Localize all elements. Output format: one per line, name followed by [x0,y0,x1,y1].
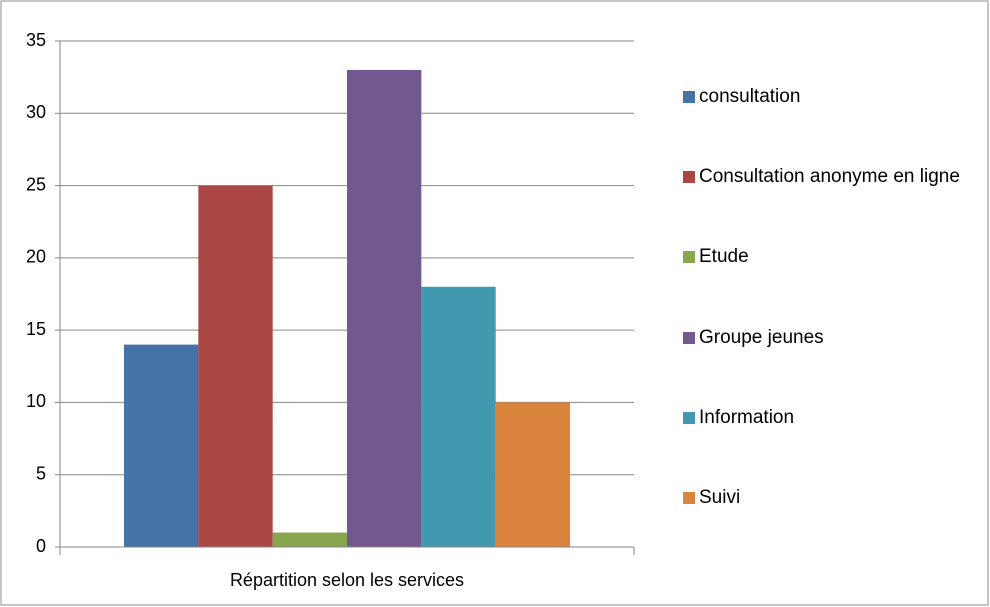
legend-swatch [683,171,695,184]
x-tick-label: Répartition selon les services [230,570,464,590]
legend-item: consultation [683,79,983,115]
legend-item: Suivi [683,480,983,516]
legend-swatch [683,331,695,344]
y-tick-label: 5 [36,463,46,483]
legend-swatch [683,411,695,424]
bar [421,286,496,547]
legend-item: Groupe jeunes [683,320,983,356]
bar [198,185,273,548]
y-tick-label: 15 [26,319,46,339]
legend-label: Suivi [699,487,741,508]
legend-label: consultation [699,86,801,107]
legend-label: Groupe jeunes [699,326,824,348]
legend-item: Information [683,400,983,436]
legend-swatch [683,91,695,103]
legend-swatch [683,251,695,264]
y-tick-label: 0 [36,536,46,556]
legend-swatch [683,492,695,504]
bar [495,402,570,547]
y-tick-label: 20 [26,247,46,267]
legend-label: Etude [699,246,749,268]
legend-label: Consultation anonyme en ligne [699,166,960,188]
legend-label: Information [699,406,795,428]
bar [124,344,199,547]
y-tick-label: 25 [26,174,46,194]
legend-item: Consultation anonyme en ligne [683,159,983,195]
legend-item: Etude [683,239,983,275]
bar [272,532,347,547]
bar [347,69,422,548]
y-tick-label: 30 [26,102,46,122]
y-tick-label: 10 [26,391,46,411]
y-tick-label: 35 [26,30,46,50]
